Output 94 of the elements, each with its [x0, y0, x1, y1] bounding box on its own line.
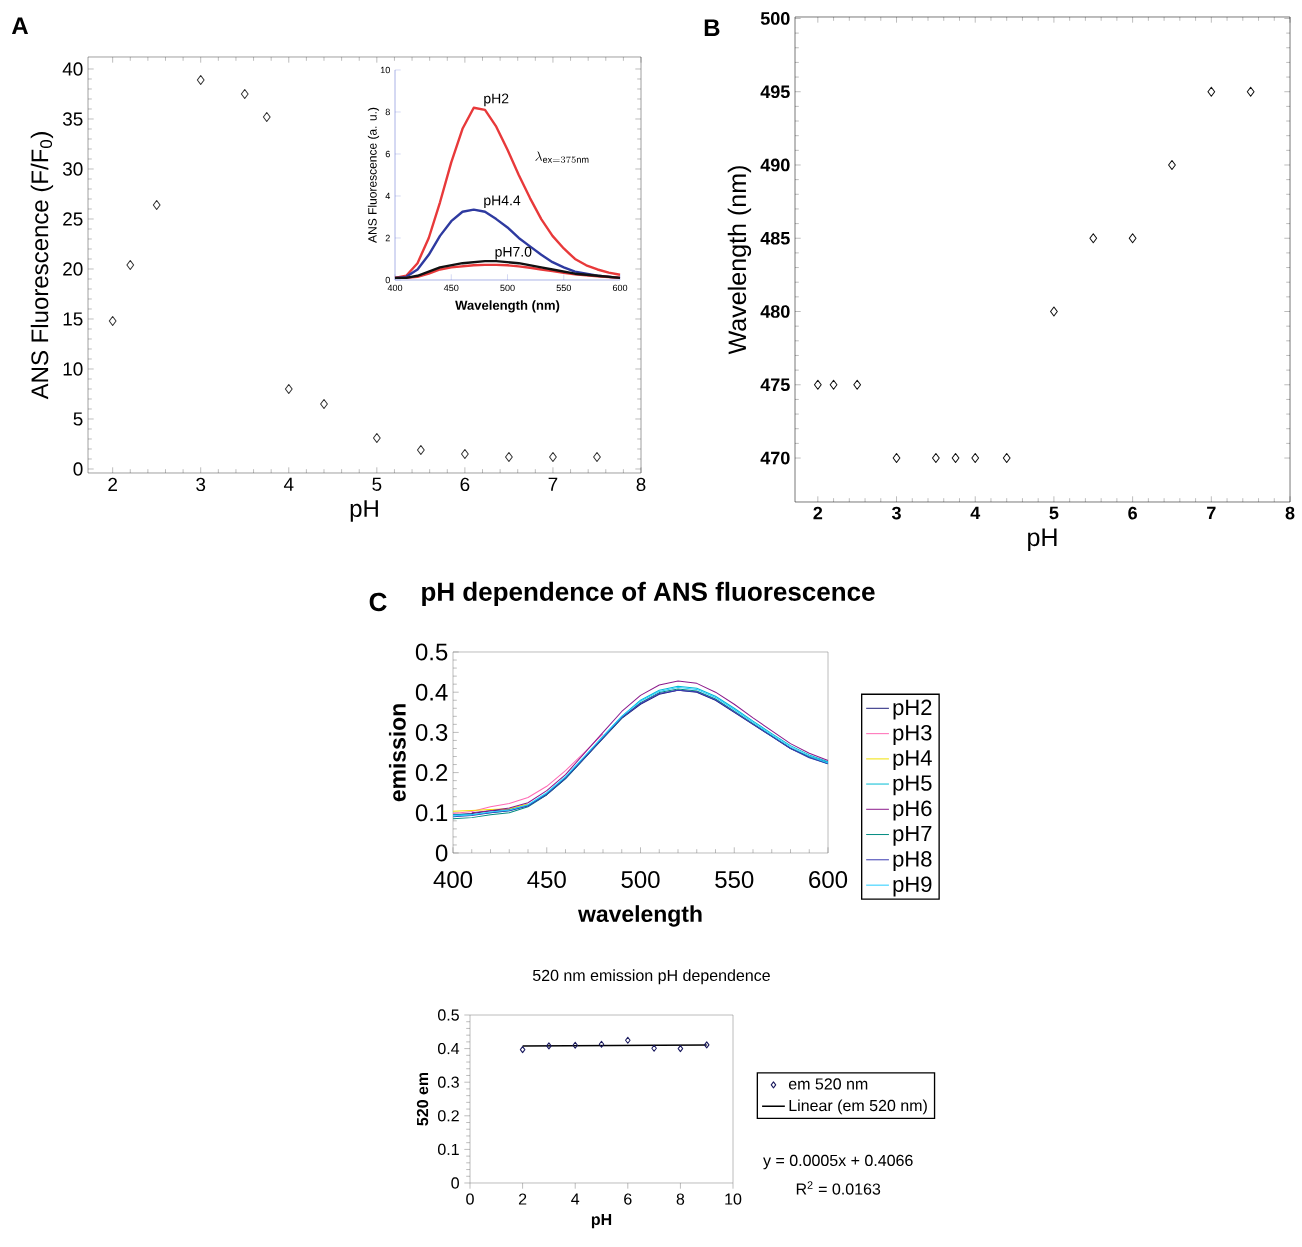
legend-label: Linear (em 520 nm) — [789, 1099, 927, 1115]
y-tick-label: 0.3 — [437, 1076, 459, 1088]
y-tick-label: 0 — [73, 462, 83, 476]
y-tick-label: 0.5 — [415, 643, 448, 661]
y-tick-label: 10 — [380, 66, 390, 74]
y-tick-label: 0.4 — [415, 683, 448, 701]
series-label: pH2 — [484, 93, 509, 107]
y-tick-label: 475 — [760, 378, 790, 392]
y-axis-title: 520 em — [416, 1072, 429, 1126]
text: R$^{2}$ = 0.0163 — [796, 1181, 881, 1195]
x-tick-label: 6 — [460, 477, 470, 492]
x-tick-label: 550 — [556, 284, 571, 292]
series-label: pH4.4 — [484, 195, 521, 209]
chart-title: pH dependence of ANS fluorescence — [422, 581, 875, 607]
y-tick-label: 4 — [385, 192, 391, 200]
x-tick-label: 10 — [725, 1193, 742, 1205]
x-tick-label: 3 — [196, 477, 206, 492]
y-tick-label: 15 — [63, 312, 83, 326]
y-tick-label: 0 — [451, 1177, 459, 1189]
x-axis-title: pH — [591, 1213, 612, 1229]
x-tick-label: 8 — [636, 477, 646, 492]
x-axis-title: Wavelength (nm) — [455, 300, 560, 313]
y-tick-label: 480 — [760, 305, 790, 318]
x-tick-label: 4 — [970, 506, 981, 520]
y-tick-label: 0.2 — [437, 1110, 459, 1122]
legend-label: pH6 — [893, 800, 932, 821]
y-tick-label: 8 — [385, 108, 390, 116]
y-axis-title: emission — [388, 704, 406, 802]
legend-label: pH8 — [893, 851, 932, 872]
x-tick-label: 6 — [1128, 506, 1137, 520]
y-tick-label: 495 — [760, 85, 790, 99]
series-label: pH7.0 — [495, 246, 532, 260]
x-tick-label: 500 — [500, 284, 515, 292]
y-tick-label: 0.1 — [415, 804, 448, 822]
legend-label: pH5 — [893, 775, 932, 796]
chart-title: 520 nm emission pH dependence — [532, 969, 770, 985]
x-tick-label: 400 — [387, 284, 403, 292]
annotation: $\lambda_{\mathrm{ex}= 375\mathrm{nm}}$ — [535, 151, 589, 163]
y-tick-label: 35 — [62, 112, 83, 126]
x-tick-label: 8 — [1285, 506, 1295, 520]
y-tick-label: 6 — [385, 150, 390, 158]
text: C — [369, 592, 387, 612]
x-tick-label: 500 — [621, 871, 660, 889]
y-tick-label: 5 — [73, 412, 83, 426]
y-tick-label: 10 — [63, 362, 83, 376]
x-tick-label: 600 — [809, 871, 848, 889]
x-tick-label: 0 — [466, 1193, 474, 1205]
x-tick-label: 2 — [108, 477, 117, 491]
y-tick-label: 0.4 — [437, 1042, 460, 1055]
y-tick-label: 0.5 — [437, 1009, 459, 1021]
legend-label: pH4 — [893, 750, 932, 771]
y-tick-label: 30 — [62, 162, 83, 176]
x-tick-label: 450 — [443, 284, 459, 292]
y-axis-title: ANS Fluorescence (a. u.) — [367, 107, 380, 243]
x-tick-label: 450 — [527, 871, 566, 889]
y-tick-label: 0.2 — [415, 764, 448, 782]
y-tick-label: 2 — [385, 234, 390, 242]
x-axis-title: pH — [1028, 528, 1057, 552]
legend-label: em 520 nm — [788, 1078, 868, 1090]
y-tick-label: 485 — [760, 231, 790, 245]
text: B — [704, 19, 720, 36]
y-axis-title: ANS Fluorescence (F/F$_{0}$) — [30, 132, 54, 400]
y-tick-label: 0.3 — [415, 723, 448, 741]
text: y = 0.0005x + 0.4066 — [763, 1154, 913, 1170]
x-tick-label: 8 — [676, 1193, 685, 1205]
y-tick-label: 40 — [62, 62, 83, 76]
y-axis-title: Wavelength (nm) — [727, 166, 752, 355]
x-tick-label: 2 — [518, 1193, 527, 1205]
x-axis-title: wavelength — [578, 905, 702, 927]
y-tick-label: 500 — [760, 12, 790, 25]
x-axis-title: pH — [350, 500, 378, 522]
x-tick-label: 400 — [433, 871, 473, 889]
x-tick-label: 3 — [891, 506, 901, 520]
x-tick-label: 7 — [1207, 506, 1216, 520]
legend-label: pH2 — [893, 699, 932, 720]
y-tick-label: 0.1 — [437, 1143, 459, 1156]
x-tick-label: 4 — [571, 1193, 580, 1205]
text: A — [11, 17, 29, 35]
x-tick-label: 600 — [612, 284, 628, 292]
x-tick-label: 4 — [283, 477, 294, 491]
x-tick-label: 550 — [715, 871, 754, 889]
legend-label: pH3 — [893, 724, 932, 745]
legend-label: pH7 — [893, 825, 932, 846]
x-tick-label: 2 — [813, 506, 823, 520]
legend-label: pH9 — [893, 876, 932, 897]
x-tick-label: 7 — [548, 477, 558, 491]
y-tick-label: 25 — [63, 212, 83, 226]
x-tick-label: 6 — [624, 1193, 632, 1205]
y-tick-label: 0 — [435, 844, 448, 862]
x-tick-label: 5 — [1049, 506, 1059, 520]
y-tick-label: 470 — [760, 451, 790, 465]
y-tick-label: 0 — [385, 276, 390, 284]
y-tick-label: 20 — [63, 262, 83, 276]
y-tick-label: 490 — [760, 158, 790, 172]
